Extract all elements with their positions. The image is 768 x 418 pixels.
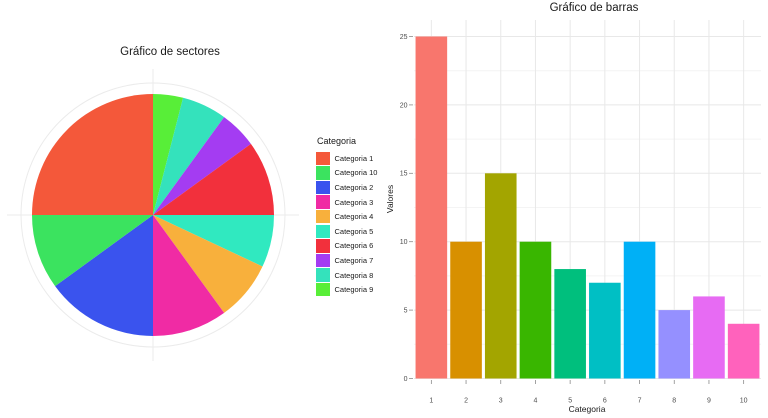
bar-chart-title: Gráfico de barras [549,2,639,14]
pie-slice-categoria-2 [55,215,153,336]
legend-item: Categoria 10 [316,166,377,181]
legend-label: Categoria 3 [334,197,374,207]
pie-legend: Categoria Categoria 1 Categoria 10 Categor… [316,136,377,297]
pie-slice-categoria-6 [153,143,274,215]
legend-swatch-categoria-3 [316,195,330,209]
legend-item: Categoria 6 [316,239,377,254]
y-tick-label: 25 [400,34,408,41]
pie-slice-categoria-3 [153,215,225,336]
legend-label: Categoria 8 [334,270,374,280]
bar-series [415,36,760,379]
pie-slice-categoria-5 [153,215,274,267]
y-tick-label: 0 [404,376,408,383]
legend-item: Categoria 4 [316,209,377,224]
polar-gridline-circle [20,82,286,348]
x-tick-label: 8 [672,398,676,405]
bar-categoria-8 [658,310,691,379]
pie-slice-categoria-10 [32,215,153,287]
bar-categoria-3 [484,173,517,379]
y-tick-label: 5 [404,308,408,315]
pie-slice-categoria-9 [153,94,184,215]
x-tick-label: 4 [533,398,537,405]
legend-item: Categoria 8 [316,268,377,283]
pie-chart-svg [7,69,299,361]
x-tick-label: 7 [638,398,642,405]
legend-swatch-categoria-6 [316,239,330,253]
legend-items: Categoria 1 Categoria 10 Categoria 2 Catego… [316,151,377,297]
y-tick-label: 15 [400,171,408,178]
pie-slice-categoria-4 [153,215,263,313]
bar-x-axis-title: Categoria [569,404,606,414]
legend-swatch-categoria-9 [316,282,330,297]
y-tick-label: 10 [400,239,408,246]
legend-item: Categoria 1 [316,151,377,166]
legend-item: Categoria 2 [316,180,377,195]
bar-categoria-5 [554,269,586,379]
legend-label: Categoria 5 [334,226,374,236]
bar-axes: 1 2 3 4 5 6 7 8 9 10 0 5 10 15 20 25 [400,34,748,405]
legend-label: Categoria 2 [334,182,374,192]
x-tick-label: 3 [499,398,503,405]
legend-item: Categoria 9 [316,282,377,297]
legend-label: Categoria 1 [334,153,374,163]
legend-item: Categoria 3 [316,195,377,210]
legend-item: Categoria 5 [316,224,377,239]
legend-item: Categoria 7 [316,253,377,268]
x-tick-label: 5 [568,398,572,405]
legend-swatch-categoria-1 [316,151,330,166]
x-tick-label: 10 [740,398,748,405]
bar-categoria-2 [450,241,482,379]
y-tick-label: 20 [400,102,408,109]
legend-swatch-categoria-4 [316,209,330,224]
x-tick-label: 2 [464,398,468,405]
legend-swatch-categoria-2 [316,180,330,195]
legend-label: Categoria 4 [334,212,374,222]
bar-chart-svg: 1 2 3 4 5 6 7 8 9 10 0 5 10 15 20 25 Valores Categoria [385,20,761,414]
legend-swatch-categoria-8 [316,268,330,282]
legend-title: Categoria [317,136,357,146]
legend-label: Categoria 10 [334,168,378,178]
pie-slice-categoria-1 [32,94,153,215]
x-tick-label: 1 [429,398,433,405]
bar-categoria-9 [693,296,725,379]
legend-swatch-categoria-5 [316,224,330,239]
bar-categoria-7 [623,241,656,379]
legend-label: Categoria 9 [334,285,374,295]
x-tick-label: 9 [707,398,711,405]
legend-label: Categoria 6 [334,241,374,251]
bar-categoria-6 [589,282,621,379]
legend-swatch-categoria-10 [316,166,330,180]
bar-categoria-10 [727,323,760,379]
x-tick-label: 6 [603,398,607,405]
legend-swatch-categoria-7 [316,253,330,268]
pie-chart-title: Gráfico de sectores [120,46,220,58]
bar-categoria-1 [415,36,448,379]
pie-slice-categoria-8 [153,97,225,215]
legend-label: Categoria 7 [334,255,374,265]
pie-slice-categoria-7 [153,117,251,215]
bar-y-axis-title: Valores [385,185,395,213]
bar-categoria-4 [519,241,552,379]
